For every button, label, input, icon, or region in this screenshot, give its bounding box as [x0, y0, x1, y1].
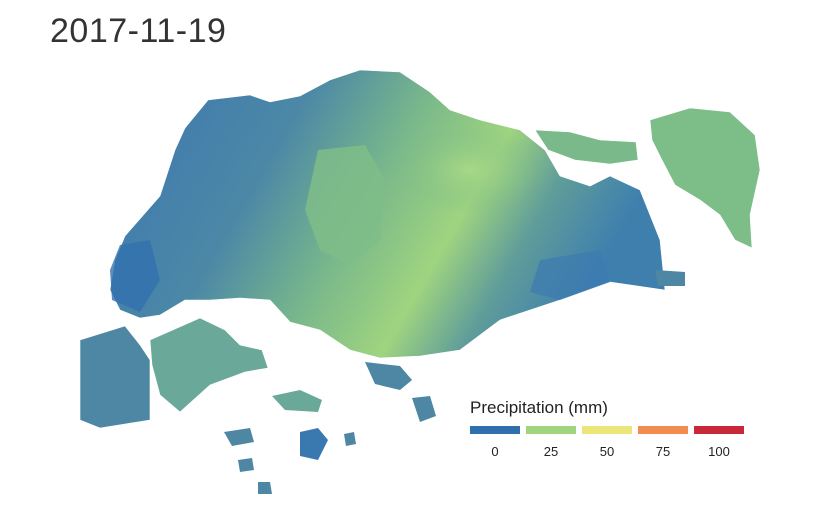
legend-tick-label: 0 — [491, 444, 499, 459]
legend-swatch — [694, 426, 744, 434]
southeast-blue-area — [530, 250, 610, 300]
pulau-ubin — [534, 129, 639, 165]
map-date-title: 2017-11-19 — [50, 12, 227, 50]
southern-island-2 — [300, 428, 328, 460]
legend-swatch — [638, 426, 688, 434]
west-blue-area — [110, 240, 160, 312]
legend-swatches — [470, 426, 770, 434]
legend-tick-label: 75 — [655, 444, 671, 459]
southern-island-3 — [224, 428, 254, 446]
tuas-region — [79, 325, 151, 429]
southern-island-5 — [258, 482, 272, 494]
legend-swatch — [582, 426, 632, 434]
sentosa-island — [365, 362, 412, 390]
legend-tick-label: 50 — [599, 444, 615, 459]
southern-island-7 — [344, 432, 356, 446]
changi-east-tip — [655, 270, 685, 286]
southern-island-6 — [412, 396, 436, 422]
main-island-region — [109, 69, 666, 359]
southern-island-1 — [272, 390, 322, 412]
precipitation-legend: Precipitation (mm) 0 25 50 75 100 — [470, 398, 770, 464]
legend-tick-label: 25 — [543, 444, 559, 459]
pulau-tekong — [649, 107, 761, 249]
legend-swatch — [470, 426, 520, 434]
legend-labels: 0 25 50 75 100 — [470, 444, 770, 464]
southern-island-4 — [238, 458, 254, 472]
jurong-island — [149, 317, 269, 413]
legend-title: Precipitation (mm) — [470, 398, 608, 417]
legend-swatch — [526, 426, 576, 434]
legend-tick-label: 100 — [708, 444, 730, 459]
northeast-high-precip-area — [400, 125, 540, 215]
central-green-area — [305, 145, 385, 265]
